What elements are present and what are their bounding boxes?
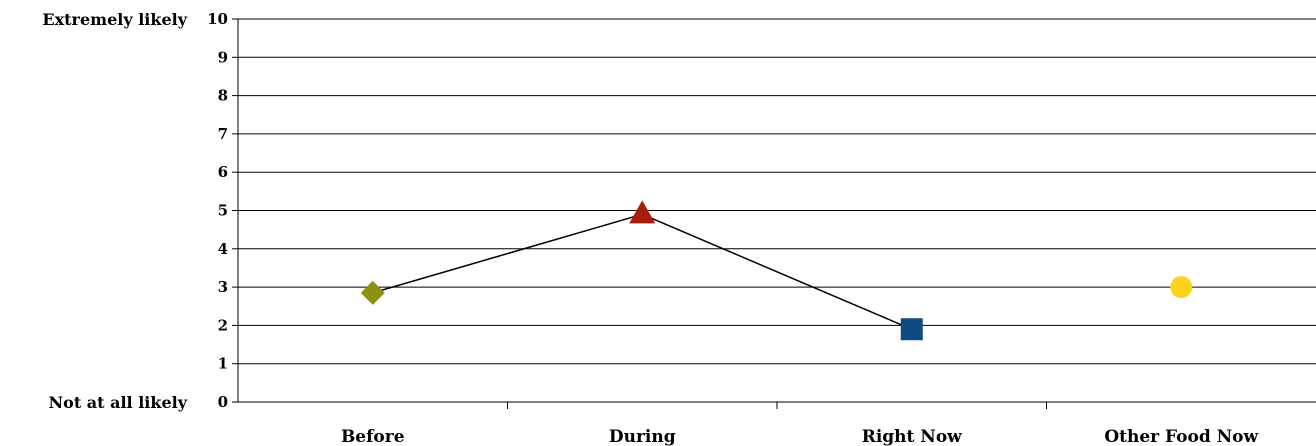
y-tick-label: 6 — [218, 163, 228, 181]
y-tick-label: 3 — [218, 278, 228, 296]
x-category-label: Other Food Now — [1104, 427, 1258, 446]
gridlines — [238, 18, 1316, 365]
y-tick-label: 10 — [207, 10, 228, 28]
series-line — [372, 213, 913, 330]
axes — [232, 18, 1316, 409]
x-category-label: During — [609, 427, 676, 446]
y-tick-label: 1 — [218, 355, 228, 373]
series-connector-line — [372, 213, 913, 330]
y-anchor-top-label: Extremely likely — [42, 10, 187, 29]
marker-square — [900, 318, 923, 341]
x-category-labels: Before During Right Now Other Food Now — [341, 427, 1259, 446]
y-tick-label: 4 — [218, 240, 228, 258]
x-category-label: Before — [341, 427, 405, 446]
y-anchor-bottom-label: Not at all likely — [49, 393, 188, 412]
y-tick-label: 8 — [218, 87, 228, 105]
y-tick-label: 7 — [218, 125, 228, 143]
x-category-label: Right Now — [862, 427, 962, 446]
marker-diamond — [360, 280, 385, 305]
marker-triangle — [629, 200, 656, 224]
y-tick-label: 0 — [218, 393, 228, 411]
y-tick-labels: 0 1 2 3 4 5 6 7 8 9 10 — [207, 10, 228, 411]
data-markers — [360, 200, 1193, 341]
y-tick-label: 9 — [218, 48, 228, 66]
y-tick-label: 2 — [218, 316, 228, 334]
marker-circle — [1170, 276, 1193, 299]
y-tick-label: 5 — [218, 202, 228, 220]
